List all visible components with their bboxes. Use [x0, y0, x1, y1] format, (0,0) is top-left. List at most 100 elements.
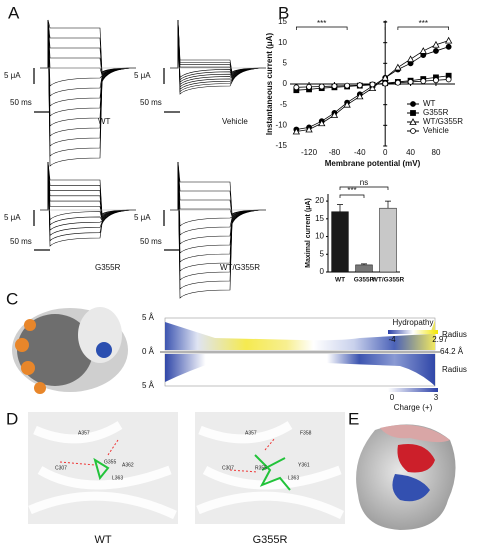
marker [368, 84, 377, 92]
x-axis-label: Membrane potential (mV) [325, 159, 421, 168]
marker [318, 83, 325, 90]
residue-label: A357 [245, 430, 257, 436]
y-tick-label: 0 [283, 79, 288, 88]
marker [318, 119, 326, 127]
colorbar-min: -4 [388, 335, 396, 344]
sig-bracket [295, 26, 348, 30]
current-trace [170, 161, 267, 299]
current-trace [40, 19, 137, 73]
residue-label: Y361 [298, 462, 310, 468]
legend-label: G355R [423, 108, 449, 117]
sig-label: *** [347, 186, 356, 195]
y-tick-label: -15 [275, 141, 287, 150]
current-trace [170, 19, 267, 76]
marker [293, 84, 300, 91]
residue-label: C307 [55, 465, 67, 471]
sig-bracket [339, 186, 389, 190]
marker [382, 80, 389, 87]
y-tick-label: 10 [278, 38, 287, 47]
current-trace [40, 161, 137, 218]
marker [394, 79, 401, 86]
current-trace [40, 161, 137, 237]
current-trace [170, 161, 267, 263]
y-tick-label: 20 [315, 196, 324, 205]
current-trace [170, 19, 267, 81]
y-tick-label: 15 [278, 17, 287, 26]
marker [444, 36, 453, 44]
x-tick-label: 80 [432, 148, 441, 157]
radius-tick: 0 Å [142, 347, 155, 356]
residue-label: G355 [104, 459, 116, 465]
sig-label: *** [419, 19, 428, 28]
x-tick-label: -40 [354, 148, 366, 157]
current-trace [170, 19, 267, 75]
current-trace [40, 161, 137, 217]
y-axis-label: Instantaneous current (μA) [265, 33, 274, 136]
panel-letter: B [278, 3, 289, 22]
colorbar-min: 0 [390, 393, 395, 402]
legend-label: WT/G355R [423, 117, 463, 126]
current-trace [40, 161, 137, 219]
current-trace [40, 19, 137, 87]
marker [407, 79, 414, 85]
marker [432, 40, 440, 48]
scale-current: 5 μA [134, 213, 151, 222]
panel-a-traces [40, 19, 267, 299]
x-tick-label: WT [335, 277, 345, 284]
residue-label: L363 [288, 475, 299, 481]
current-trace [40, 161, 137, 216]
x-tick-label: 40 [406, 148, 415, 157]
current-trace [170, 161, 267, 217]
panel-d-label: G355R [253, 534, 288, 546]
sig-bracket [339, 194, 365, 198]
marker [409, 118, 417, 125]
marker [406, 55, 415, 63]
residue-label: A362 [122, 462, 134, 468]
radius-label: Radius [442, 365, 467, 374]
sig-label: ns [360, 178, 368, 187]
marker [343, 100, 351, 108]
legend-label: Vehicle [423, 126, 449, 135]
marker [410, 101, 416, 107]
x-tick-label: -120 [301, 148, 318, 157]
scale-current: 5 μA [4, 71, 21, 80]
current-trace [170, 161, 267, 245]
y-tick-label: -10 [275, 120, 287, 129]
current-trace [40, 161, 137, 247]
marker [445, 43, 452, 50]
y-tick-label: -5 [280, 100, 288, 109]
y-tick-label: 0 [320, 267, 325, 276]
protein-structure [12, 307, 128, 394]
residue-label: C307 [222, 465, 234, 471]
current-trace [170, 161, 267, 218]
hole-profile [160, 317, 440, 392]
marker [330, 111, 339, 118]
y-tick-label: 5 [283, 58, 288, 67]
marker [292, 127, 301, 135]
current-trace [40, 161, 137, 226]
current-trace [40, 19, 137, 167]
sig-label: * [384, 19, 387, 28]
marker [344, 82, 351, 89]
legend-label: WT [423, 99, 436, 108]
scale-current: 5 μA [134, 71, 151, 80]
radius-label: Radius [442, 330, 467, 339]
current-trace [170, 161, 267, 216]
current-trace [170, 161, 267, 215]
marker [445, 76, 452, 83]
trace-label: WT [98, 117, 111, 126]
current-trace [170, 19, 267, 83]
error-bar [385, 200, 391, 209]
scale-time: 50 ms [10, 237, 32, 246]
y-axis-label: Maximal current (μA) [305, 198, 312, 268]
length-label: 64.2 Å [440, 347, 464, 356]
colorbar-max: 2.97 [432, 335, 448, 344]
x-tick-label: WT/G355R [372, 277, 405, 284]
marker [356, 82, 363, 89]
current-trace [170, 161, 267, 272]
bar [331, 211, 349, 273]
marker [410, 128, 416, 134]
trace-label: WT/G355R [220, 263, 260, 272]
sig-bracket [397, 26, 450, 30]
